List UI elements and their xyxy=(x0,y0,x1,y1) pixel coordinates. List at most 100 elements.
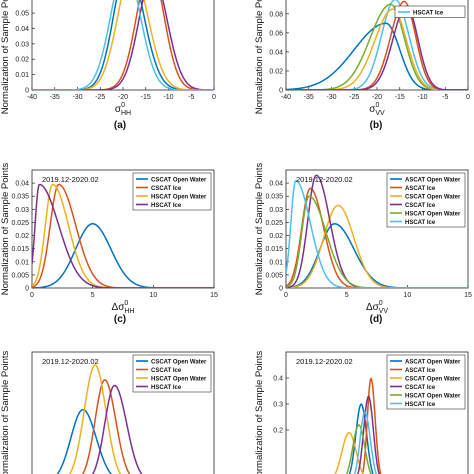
series-line-5 xyxy=(32,0,214,90)
legend-entry: CSCAT Open Water xyxy=(405,377,461,383)
x-axis-label-base: Δσ xyxy=(112,302,126,313)
y-axis-label: Normalization of Sample Points xyxy=(254,350,265,474)
legend-entry: HSCAT Ice xyxy=(413,11,444,17)
x-tick-label: -35 xyxy=(304,94,314,101)
x-tick-label: -35 xyxy=(50,94,60,101)
y-tick-label: 0.01 xyxy=(15,259,29,266)
legend-entry: CSCAT Ice xyxy=(151,368,182,374)
y-tick-label: 0 xyxy=(25,286,29,293)
y-axis-label: Normalization of Sample Points xyxy=(254,0,265,114)
x-tick-label: 15 xyxy=(464,292,472,299)
x-axis-label-base: σ xyxy=(115,104,122,115)
period-label: 2019.12-2020.02 xyxy=(42,357,99,366)
series-group xyxy=(334,377,382,474)
x-tick-label: 15 xyxy=(210,292,218,299)
y-tick-label: 0.03 xyxy=(15,41,29,48)
series-group xyxy=(32,0,214,90)
chart-panel-e: Normalization of Sample Points 2019.12-20… xyxy=(0,350,215,474)
x-tick-label: -20 xyxy=(118,94,128,101)
x-tick-label: -5 xyxy=(442,94,448,101)
legend-box xyxy=(394,5,466,18)
series-line-3 xyxy=(32,0,214,90)
x-axis-label-sub: HH xyxy=(121,110,131,117)
legend-entry: CSCAT Open Water xyxy=(151,360,207,366)
y-tick-label: 0.015 xyxy=(265,246,283,253)
x-tick-label: -25 xyxy=(349,94,359,101)
x-tick-label: 0 xyxy=(466,94,470,101)
series-group xyxy=(286,174,468,288)
y-tick-label: 0.01 xyxy=(15,72,29,79)
x-axis-label: σ0 VV xyxy=(369,102,385,117)
x-axis-label: Δσ0 HH xyxy=(112,300,135,315)
plot-area-frame xyxy=(31,0,215,91)
x-axis-label-sup: 0 xyxy=(124,300,128,307)
y-tick-label: 0.03 xyxy=(15,207,29,214)
series-group xyxy=(286,0,468,90)
legend-entry: HSCAT Open Water xyxy=(151,195,207,201)
legend-entry: HSCAT Ice xyxy=(405,220,436,226)
series-line-2 xyxy=(32,0,214,90)
y-tick-label: 0.02 xyxy=(269,68,283,75)
legend: ASCAT Open Water ASCAT Ice CSCAT Open Wate… xyxy=(386,354,466,410)
y-tick-label: 0.015 xyxy=(11,246,29,253)
x-tick-label: -10 xyxy=(163,94,173,101)
x-tick-label: 10 xyxy=(403,292,411,299)
plot-area-frame xyxy=(31,351,215,474)
x-tick-label: -25 xyxy=(95,94,105,101)
x-tick-label: -30 xyxy=(326,94,336,101)
x-axis-label-sub: HH xyxy=(124,308,134,315)
x-tick-label: -40 xyxy=(27,94,37,101)
chart-panel-b: Normalization of Sample Points -40 -35 -30 -… xyxy=(254,0,470,131)
period-label: 2019.12-2020.02 xyxy=(296,175,353,184)
legend-entry: HSCAT Open Water xyxy=(405,212,461,218)
y-tick-label: 0 xyxy=(279,88,283,95)
y-axis-label: Normalization of Sample Points xyxy=(0,350,11,474)
legend-entry: ASCAT Ice xyxy=(405,368,436,374)
y-axis-label: Normalization of Sample Points xyxy=(254,162,265,295)
y-tick-label: 0.04 xyxy=(269,181,283,188)
plot-area-frame xyxy=(285,351,469,474)
y-tick-label: 0.02 xyxy=(269,233,283,240)
x-tick-label: -30 xyxy=(72,94,82,101)
y-tick-label: 0.01 xyxy=(269,259,283,266)
x-tick-label: 10 xyxy=(149,292,157,299)
x-axis-label-sup: 0 xyxy=(379,300,383,307)
x-axis-label-sup: 0 xyxy=(375,102,379,109)
y-tick-label: 0.04 xyxy=(15,181,29,188)
series-line-2 xyxy=(82,379,131,474)
x-axis-label-base: Δσ xyxy=(366,302,380,313)
y-tick-label: 0.03 xyxy=(269,207,283,214)
y-tick-label: 0.035 xyxy=(265,194,283,201)
chart-panel-a: Normalization of Sample Points -40 -35 -30 -… xyxy=(0,0,216,131)
x-tick-label: 0 xyxy=(284,292,288,299)
series-line-4 xyxy=(32,0,214,90)
legend-box xyxy=(386,172,466,228)
y-tick-label: 0.3 xyxy=(273,402,283,409)
x-tick-label: 5 xyxy=(91,292,95,299)
series-line-4 xyxy=(32,183,214,288)
series-group xyxy=(32,183,214,288)
x-axis-label-sup: 0 xyxy=(121,102,125,109)
legend-entry: HSCAT Open Water xyxy=(151,377,207,383)
x-axis-label-sub: VV xyxy=(375,110,385,117)
x-axis-label: σ0 HH xyxy=(115,102,131,117)
x-tick-label: -40 xyxy=(281,94,291,101)
series-line-4 xyxy=(357,395,380,474)
chart-panel-c: Normalization of Sample Points 0 5 10 15 0 0.0… xyxy=(0,162,218,325)
y-tick-label: 0.025 xyxy=(11,220,29,227)
x-tick-label: -15 xyxy=(141,94,151,101)
legend-entry: CSCAT Open Water xyxy=(151,178,207,184)
legend-entry: HSCAT Ice xyxy=(151,203,182,209)
series-line-1 xyxy=(56,408,112,474)
y-tick-label: 0.035 xyxy=(11,194,29,201)
x-axis-label-sub: VV xyxy=(379,308,389,315)
y-tick-label: 0.06 xyxy=(15,0,29,2)
legend-entry: HSCAT Ice xyxy=(405,402,436,408)
x-tick-label: -15 xyxy=(395,94,405,101)
panel-label: (d) xyxy=(370,314,383,325)
legend: ASCAT Open Water ASCAT Ice CSCAT Open Wate… xyxy=(386,172,466,228)
legend-entry: ASCAT Open Water xyxy=(405,360,461,366)
legend-entry: HSCAT Ice xyxy=(151,385,182,391)
period-label: 2019.12-2020.02 xyxy=(42,175,99,184)
